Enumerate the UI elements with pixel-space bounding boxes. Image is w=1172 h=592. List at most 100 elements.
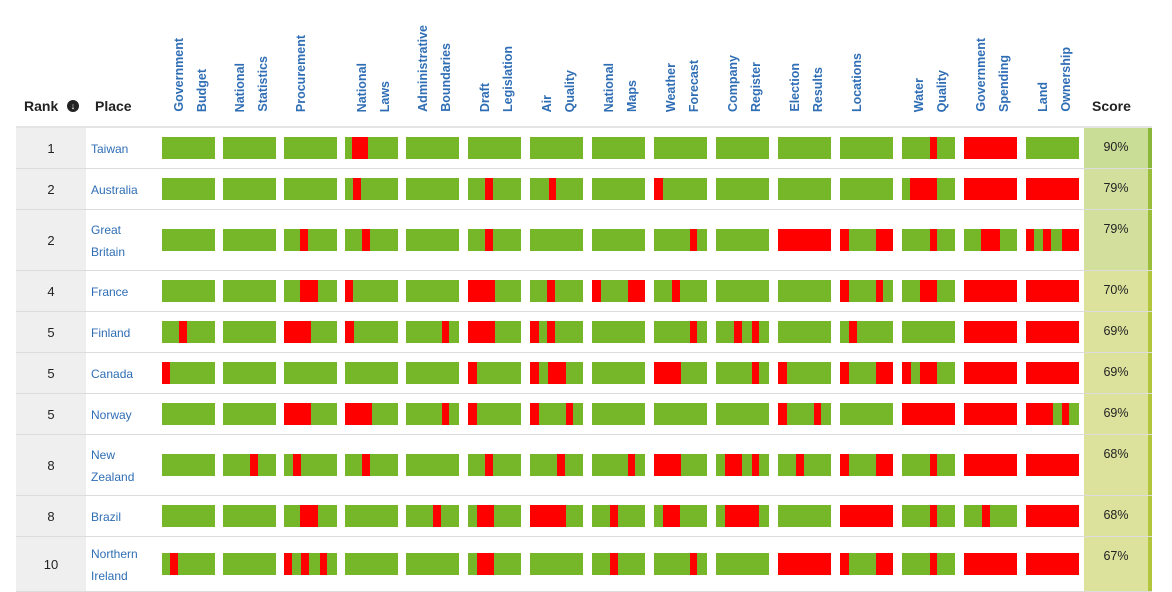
- dataset-score-bar[interactable]: [223, 321, 276, 343]
- dataset-score-bar[interactable]: [162, 553, 215, 575]
- column-header[interactable]: Procurement: [284, 0, 338, 112]
- dataset-score-bar[interactable]: [902, 454, 955, 476]
- dataset-score-bar[interactable]: [162, 178, 215, 200]
- dataset-score-bar[interactable]: [1026, 505, 1079, 527]
- dataset-score-bar[interactable]: [778, 178, 831, 200]
- dataset-score-bar[interactable]: [345, 454, 398, 476]
- dataset-score-bar[interactable]: [964, 553, 1017, 575]
- dataset-score-bar[interactable]: [468, 505, 521, 527]
- dataset-score-bar[interactable]: [592, 229, 645, 251]
- dataset-score-bar[interactable]: [345, 362, 398, 384]
- dataset-score-bar[interactable]: [840, 454, 893, 476]
- dataset-score-bar[interactable]: [162, 505, 215, 527]
- dataset-score-bar[interactable]: [654, 454, 707, 476]
- dataset-score-bar[interactable]: [592, 454, 645, 476]
- place-link[interactable]: Finland: [91, 322, 130, 344]
- place-link[interactable]: Great Britain: [91, 219, 125, 263]
- dataset-score-bar[interactable]: [345, 229, 398, 251]
- dataset-score-bar[interactable]: [406, 505, 459, 527]
- dataset-score-bar[interactable]: [592, 505, 645, 527]
- dataset-score-bar[interactable]: [902, 178, 955, 200]
- dataset-score-bar[interactable]: [284, 362, 337, 384]
- sort-down-icon[interactable]: ↓: [67, 100, 79, 112]
- dataset-score-bar[interactable]: [468, 454, 521, 476]
- dataset-score-bar[interactable]: [530, 137, 583, 159]
- dataset-score-bar[interactable]: [468, 280, 521, 302]
- dataset-score-bar[interactable]: [1026, 280, 1079, 302]
- dataset-score-bar[interactable]: [902, 229, 955, 251]
- dataset-score-bar[interactable]: [592, 553, 645, 575]
- dataset-score-bar[interactable]: [284, 505, 337, 527]
- dataset-score-bar[interactable]: [468, 403, 521, 425]
- dataset-score-bar[interactable]: [1026, 321, 1079, 343]
- place-link[interactable]: Australia: [91, 179, 138, 201]
- dataset-score-bar[interactable]: [716, 403, 769, 425]
- dataset-score-bar[interactable]: [654, 403, 707, 425]
- dataset-score-bar[interactable]: [778, 280, 831, 302]
- column-header[interactable]: Locations: [840, 0, 894, 112]
- column-header[interactable]: Weather Forecast: [654, 0, 708, 112]
- place-link[interactable]: New Zealand: [91, 444, 134, 488]
- place-header[interactable]: Place: [95, 98, 132, 114]
- dataset-score-bar[interactable]: [468, 362, 521, 384]
- dataset-score-bar[interactable]: [406, 280, 459, 302]
- dataset-score-bar[interactable]: [284, 553, 337, 575]
- dataset-score-bar[interactable]: [162, 229, 215, 251]
- dataset-score-bar[interactable]: [840, 229, 893, 251]
- score-header[interactable]: Score: [1092, 98, 1131, 114]
- dataset-score-bar[interactable]: [530, 403, 583, 425]
- column-header[interactable]: Company Register: [716, 0, 770, 112]
- dataset-score-bar[interactable]: [345, 137, 398, 159]
- dataset-score-bar[interactable]: [284, 321, 337, 343]
- dataset-score-bar[interactable]: [778, 403, 831, 425]
- dataset-score-bar[interactable]: [964, 229, 1017, 251]
- dataset-score-bar[interactable]: [406, 454, 459, 476]
- dataset-score-bar[interactable]: [1026, 454, 1079, 476]
- dataset-score-bar[interactable]: [964, 178, 1017, 200]
- dataset-score-bar[interactable]: [778, 505, 831, 527]
- dataset-score-bar[interactable]: [1026, 229, 1079, 251]
- dataset-score-bar[interactable]: [1026, 553, 1079, 575]
- column-header[interactable]: National Statistics: [223, 0, 277, 112]
- dataset-score-bar[interactable]: [902, 321, 955, 343]
- dataset-score-bar[interactable]: [1026, 178, 1079, 200]
- place-link[interactable]: Brazil: [91, 506, 121, 528]
- dataset-score-bar[interactable]: [223, 280, 276, 302]
- column-header[interactable]: Air Quality: [530, 0, 584, 112]
- place-link[interactable]: Canada: [91, 363, 133, 385]
- dataset-score-bar[interactable]: [406, 178, 459, 200]
- dataset-score-bar[interactable]: [654, 178, 707, 200]
- dataset-score-bar[interactable]: [592, 280, 645, 302]
- dataset-score-bar[interactable]: [716, 553, 769, 575]
- dataset-score-bar[interactable]: [162, 362, 215, 384]
- dataset-score-bar[interactable]: [406, 362, 459, 384]
- dataset-score-bar[interactable]: [1026, 403, 1079, 425]
- dataset-score-bar[interactable]: [530, 362, 583, 384]
- dataset-score-bar[interactable]: [223, 178, 276, 200]
- dataset-score-bar[interactable]: [716, 505, 769, 527]
- dataset-score-bar[interactable]: [840, 137, 893, 159]
- dataset-score-bar[interactable]: [223, 229, 276, 251]
- dataset-score-bar[interactable]: [468, 553, 521, 575]
- dataset-score-bar[interactable]: [840, 362, 893, 384]
- dataset-score-bar[interactable]: [592, 362, 645, 384]
- dataset-score-bar[interactable]: [468, 229, 521, 251]
- column-header[interactable]: Government Budget: [162, 0, 216, 112]
- dataset-score-bar[interactable]: [716, 229, 769, 251]
- dataset-score-bar[interactable]: [162, 280, 215, 302]
- dataset-score-bar[interactable]: [654, 280, 707, 302]
- dataset-score-bar[interactable]: [654, 505, 707, 527]
- dataset-score-bar[interactable]: [406, 137, 459, 159]
- dataset-score-bar[interactable]: [406, 403, 459, 425]
- dataset-score-bar[interactable]: [284, 178, 337, 200]
- dataset-score-bar[interactable]: [345, 321, 398, 343]
- dataset-score-bar[interactable]: [345, 505, 398, 527]
- dataset-score-bar[interactable]: [778, 321, 831, 343]
- dataset-score-bar[interactable]: [964, 321, 1017, 343]
- dataset-score-bar[interactable]: [654, 229, 707, 251]
- dataset-score-bar[interactable]: [223, 553, 276, 575]
- dataset-score-bar[interactable]: [468, 321, 521, 343]
- dataset-score-bar[interactable]: [654, 137, 707, 159]
- column-header[interactable]: Government Spending: [964, 0, 1018, 112]
- place-link[interactable]: Northern Ireland: [91, 543, 138, 587]
